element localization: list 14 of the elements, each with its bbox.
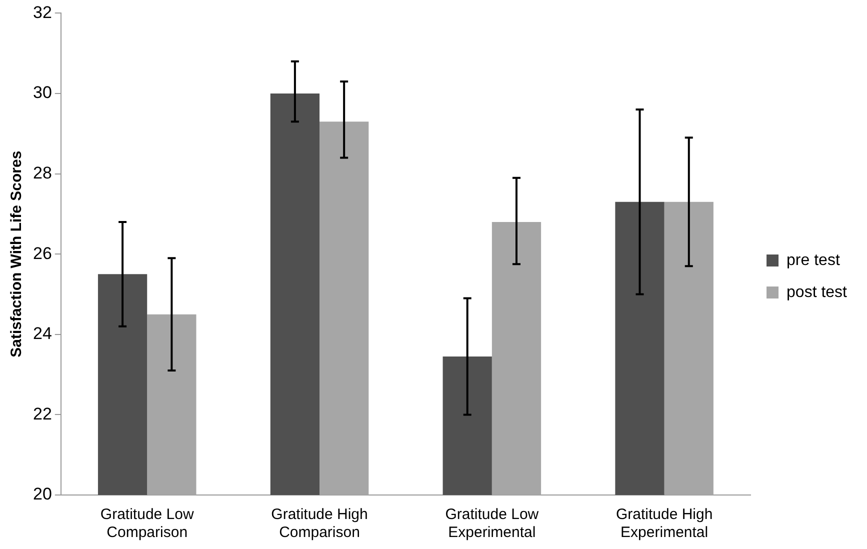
x-tick-label: Gratitude High Comparison <box>271 506 368 542</box>
y-axis-title: Satisfaction With Life Scores <box>8 150 26 358</box>
y-tick-label: 20 <box>32 484 52 504</box>
y-tick-label: 22 <box>32 404 52 424</box>
legend-label: pre test <box>786 252 840 269</box>
x-tick-label: Gratitude High Experimental <box>616 506 713 542</box>
y-tick-label: 30 <box>32 83 52 102</box>
x-tick-label: Gratitude Low Experimental <box>445 506 539 542</box>
y-tick-label: 32 <box>32 2 52 22</box>
x-tick-label: Gratitude Low Comparison <box>100 506 194 542</box>
y-tick-label: 28 <box>32 163 52 182</box>
legend-label: post test <box>786 284 848 301</box>
y-tick-label: 26 <box>32 244 52 263</box>
y-tick-label: 24 <box>32 324 52 344</box>
